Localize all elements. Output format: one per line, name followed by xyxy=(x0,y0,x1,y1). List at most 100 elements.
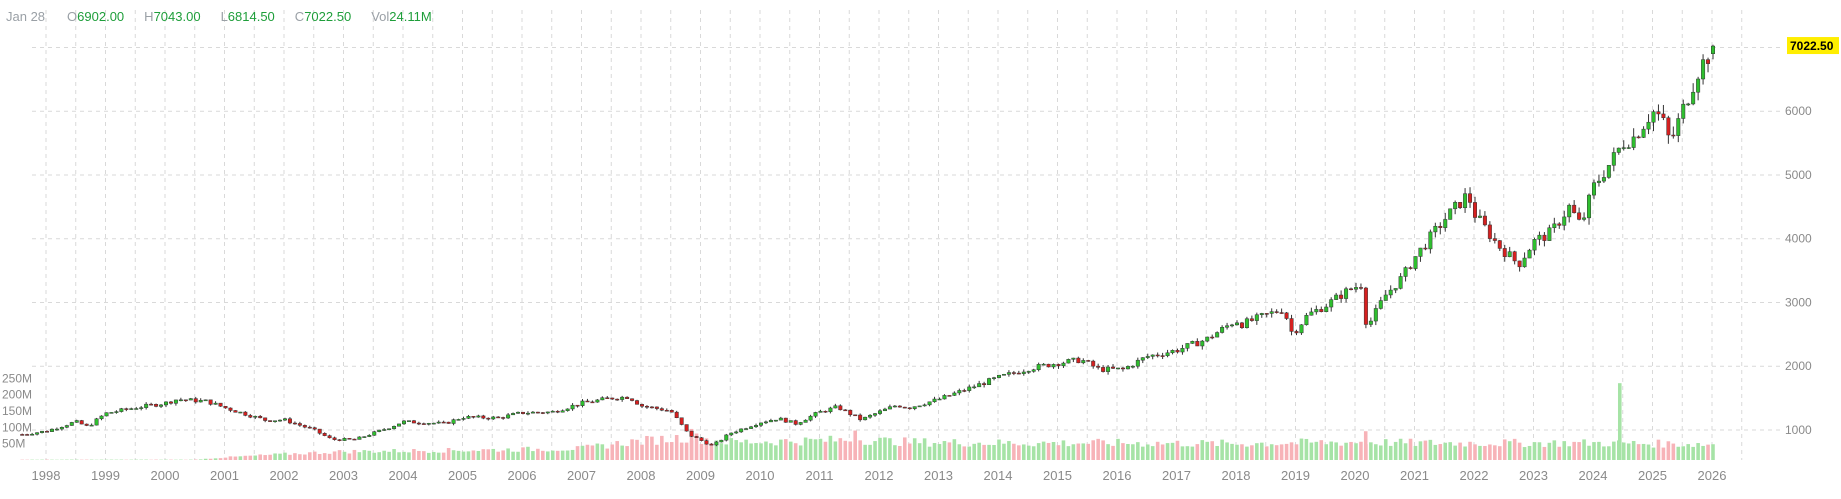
volume-bar xyxy=(977,443,981,460)
candle-body xyxy=(407,421,410,422)
candle-body xyxy=(853,415,856,416)
volume-bar xyxy=(1047,443,1051,460)
volume-bar xyxy=(610,444,614,460)
candle-body xyxy=(283,419,286,420)
volume-bar xyxy=(511,452,515,460)
candle-body xyxy=(462,418,465,419)
candle-body xyxy=(1617,148,1620,152)
candle-body xyxy=(1111,367,1114,368)
volume-bar xyxy=(1567,446,1571,460)
volume-bar xyxy=(645,436,649,460)
volume-bar xyxy=(1404,443,1408,460)
candle-body xyxy=(1374,308,1377,321)
time-tick-label: 2004 xyxy=(389,468,418,483)
volume-bar xyxy=(1438,444,1442,460)
volume-bar xyxy=(343,452,347,460)
legend-vol-key: Vol xyxy=(371,8,389,26)
candle-body xyxy=(1523,258,1526,267)
candle-body xyxy=(769,420,772,422)
volume-bar xyxy=(685,443,689,460)
time-tick-label: 2022 xyxy=(1460,468,1489,483)
volume-bar xyxy=(1473,444,1477,460)
candle-body xyxy=(120,409,123,412)
volume-bar xyxy=(858,440,862,460)
volume-bar xyxy=(1096,439,1100,460)
candle-body xyxy=(1404,268,1407,277)
candle-body xyxy=(313,428,316,429)
candle-body xyxy=(1607,165,1610,177)
candle-body xyxy=(963,390,966,391)
volume-bar xyxy=(516,452,520,460)
candle-body xyxy=(1672,135,1675,136)
candle-body xyxy=(695,436,698,437)
candle-body xyxy=(467,416,470,418)
volume-bar xyxy=(462,452,466,460)
candle-body xyxy=(640,404,643,406)
volume-bar xyxy=(1186,446,1190,460)
candle-body xyxy=(1384,295,1387,301)
candle-body xyxy=(1429,232,1432,249)
candle-body xyxy=(1602,177,1605,181)
candle-body xyxy=(1206,337,1209,341)
volume-bar xyxy=(1324,444,1328,460)
candle-body xyxy=(1473,202,1476,217)
volume-bar xyxy=(496,452,500,460)
candle-body xyxy=(1657,112,1660,114)
ohlc-legend: Jan 28 O 6902.00 H 7043.00 L 6814.50 C 7… xyxy=(6,8,452,26)
candle-body xyxy=(521,412,524,413)
candle-body xyxy=(1002,374,1005,375)
time-tick-label: 2024 xyxy=(1579,468,1608,483)
candle-body xyxy=(1349,289,1352,290)
volume-bar xyxy=(1022,444,1026,460)
volume-bar xyxy=(1027,446,1031,460)
candle-body xyxy=(268,421,271,422)
candle-body xyxy=(749,427,752,429)
volume-bar xyxy=(1146,444,1150,460)
candle-body xyxy=(1419,248,1422,256)
volume-bar xyxy=(1191,447,1195,460)
candle-body xyxy=(1334,295,1337,300)
candle-body xyxy=(1270,312,1273,314)
volume-bar xyxy=(1176,441,1180,460)
price-tick-label: 5000 xyxy=(1785,168,1812,182)
candle-body xyxy=(397,424,400,426)
volume-tick-label: 100M xyxy=(2,420,32,434)
volume-bar xyxy=(1240,444,1244,460)
candle-body xyxy=(1171,350,1174,352)
volume-bar xyxy=(1409,439,1413,460)
candle-body xyxy=(219,403,222,406)
volume-bar xyxy=(268,455,272,460)
candle-body xyxy=(110,412,113,413)
volume-bar xyxy=(1592,442,1596,460)
volume-bar xyxy=(1483,446,1487,460)
candle-body xyxy=(992,378,995,379)
candle-body xyxy=(1677,118,1680,135)
volume-bar xyxy=(1136,442,1140,460)
volume-bar xyxy=(1562,441,1566,460)
volume-bar xyxy=(278,454,282,460)
time-tick-label: 2010 xyxy=(746,468,775,483)
candle-body xyxy=(209,400,212,405)
legend-close-value: 7022.50 xyxy=(304,8,351,26)
candle-body xyxy=(1701,60,1704,79)
time-tick-label: 2025 xyxy=(1638,468,1667,483)
candle-body xyxy=(1369,321,1372,324)
volume-bar xyxy=(482,449,486,460)
volume-bar xyxy=(501,450,505,460)
volume-bar xyxy=(1557,447,1561,460)
volume-bar xyxy=(992,445,996,460)
volume-bar xyxy=(367,451,371,460)
volume-bar xyxy=(615,441,619,460)
volume-bar xyxy=(1349,442,1353,460)
volume-bar xyxy=(1081,443,1085,460)
volume-bar xyxy=(829,436,833,460)
volume-bar xyxy=(824,442,828,460)
candle-body xyxy=(1230,325,1233,326)
volume-bar xyxy=(938,444,942,460)
volume-bar xyxy=(556,451,560,460)
volume-bar xyxy=(1696,443,1700,460)
candle-body xyxy=(318,429,321,433)
candle-body xyxy=(615,399,618,400)
